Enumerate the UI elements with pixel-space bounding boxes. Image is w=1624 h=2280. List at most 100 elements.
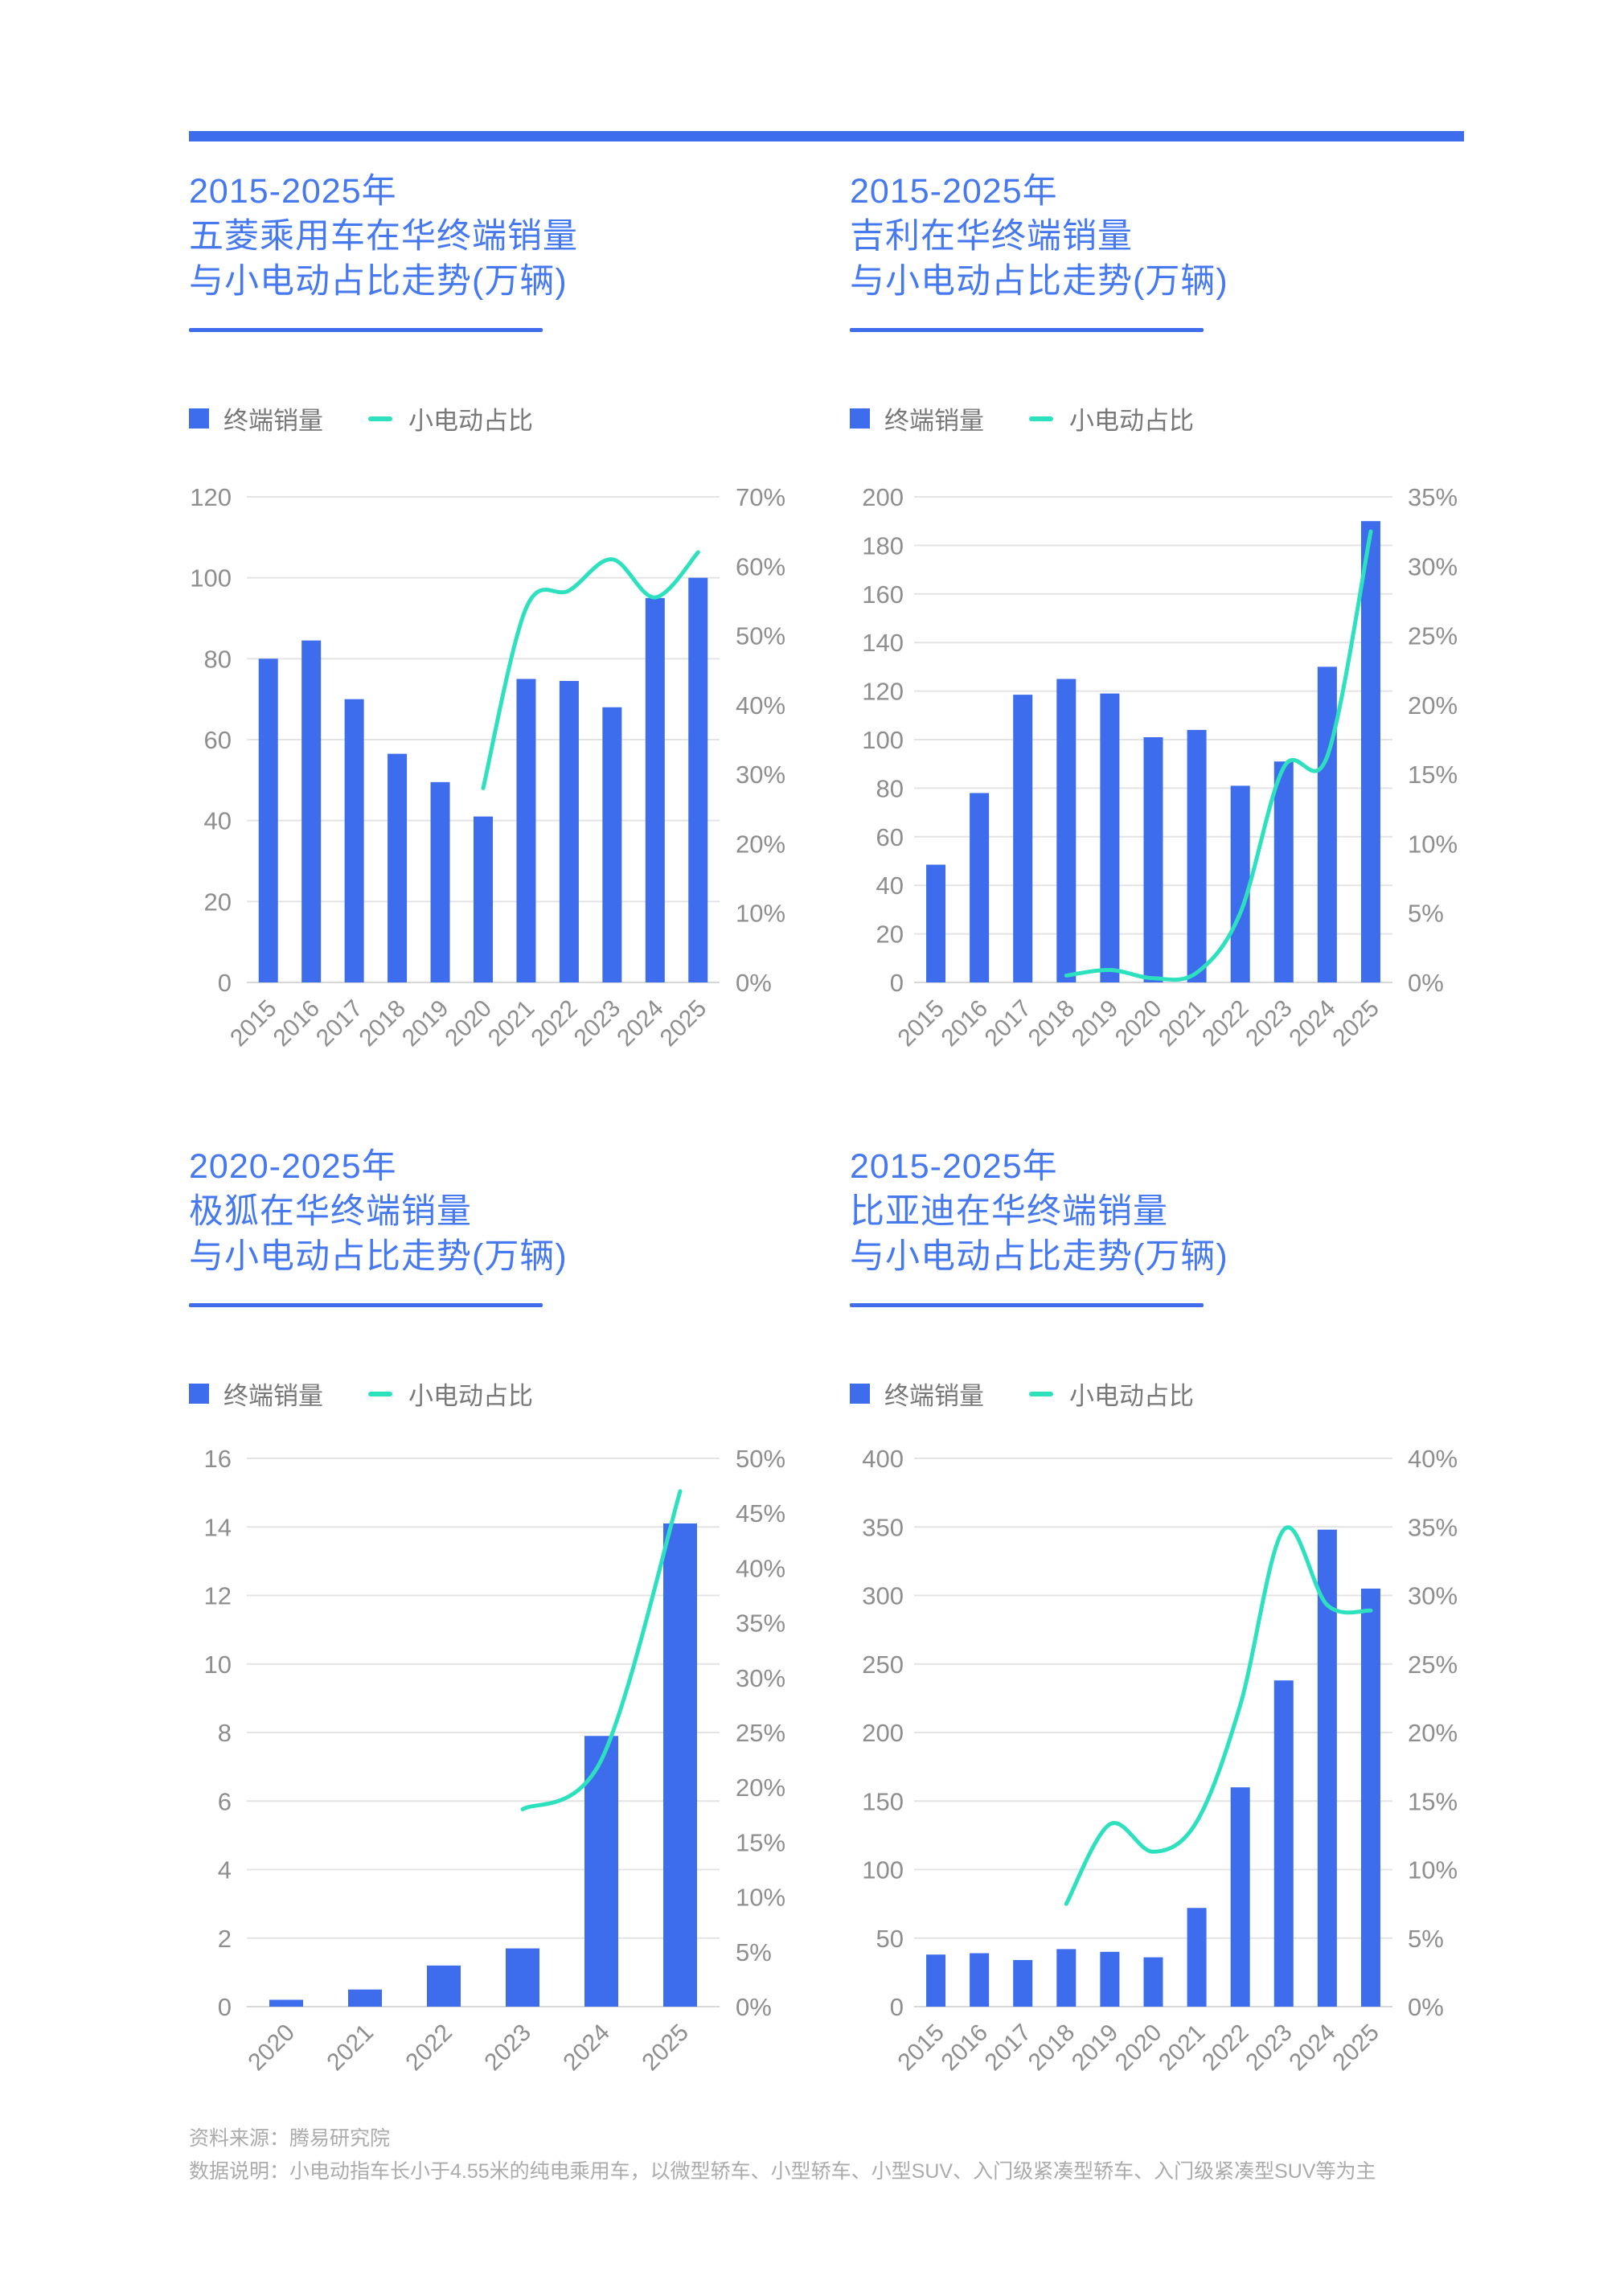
x-axis-tick-label: 2025 bbox=[637, 2020, 694, 2077]
left-axis-tick-label: 120 bbox=[190, 483, 232, 511]
x-axis-tick-label: 2015 bbox=[892, 995, 949, 1052]
right-axis-tick-label: 50% bbox=[736, 622, 785, 650]
x-axis-tick-label: 2025 bbox=[655, 995, 712, 1052]
right-axis-tick-label: 25% bbox=[1408, 622, 1458, 650]
x-axis-tick-label: 2024 bbox=[558, 2020, 615, 2077]
right-axis-tick-label: 25% bbox=[736, 1719, 785, 1747]
x-axis-tick-label: 2016 bbox=[937, 2020, 994, 2077]
right-axis-tick-label: 40% bbox=[736, 1554, 785, 1582]
right-axis-tick-label: 60% bbox=[736, 552, 785, 580]
title-line-2: 极狐在华终端销量 bbox=[189, 1192, 472, 1231]
left-axis-tick-label: 40 bbox=[204, 807, 232, 835]
title-line-1: 2020-2025年 bbox=[189, 1147, 397, 1186]
title-underline bbox=[189, 1303, 543, 1307]
geely-plot: 0 20 40 60 80 100 120 140 160 180 200 0% 5% 10% 15% 20%… bbox=[862, 483, 1458, 1052]
left-axis-tick-label: 16 bbox=[204, 1445, 232, 1473]
bar-2016 bbox=[970, 1953, 990, 2007]
line-dash-icon bbox=[1029, 416, 1053, 421]
x-axis-tick-label: 2015 bbox=[225, 995, 282, 1052]
bar-2021 bbox=[1187, 1908, 1207, 2007]
bar-2017 bbox=[1013, 695, 1033, 982]
bar-2015 bbox=[926, 864, 946, 982]
title-line-1: 2015-2025年 bbox=[189, 172, 397, 211]
left-axis-tick-label: 8 bbox=[218, 1719, 232, 1747]
left-axis-tick-label: 250 bbox=[862, 1651, 904, 1679]
left-axis-tick-label: 6 bbox=[218, 1787, 232, 1815]
chart-block-arcfox: 2020-2025年 极狐在华终端销量 与小电动占比走势(万辆) 终端销量 小电… bbox=[189, 1144, 824, 1410]
top-accent-bar bbox=[189, 131, 1464, 141]
left-axis-tick-label: 50 bbox=[876, 1925, 904, 1953]
right-axis-tick-label: 20% bbox=[1408, 691, 1458, 720]
bar-2024 bbox=[1317, 1529, 1337, 2007]
bar-2021 bbox=[348, 1989, 382, 2007]
right-axis-tick-label: 35% bbox=[1408, 1513, 1458, 1541]
x-axis-tick-label: 2017 bbox=[980, 995, 1037, 1052]
bar-2025 bbox=[1360, 1588, 1380, 2007]
bar-2018 bbox=[388, 753, 408, 982]
footer: 资料来源：腾易研究院 数据说明：小电动指车长小于4.55米的纯电乘用车，以微型轿… bbox=[189, 2122, 1376, 2188]
trend-line bbox=[1064, 529, 1373, 982]
bar-2022 bbox=[559, 681, 579, 982]
x-axis-tick-label: 2018 bbox=[1023, 995, 1081, 1052]
title-underline bbox=[850, 328, 1204, 332]
right-axis-tick-label: 5% bbox=[736, 1938, 772, 1966]
legend-bar-label: 终端销量 bbox=[884, 1382, 984, 1410]
bar-2022 bbox=[1230, 785, 1250, 982]
bar-2018 bbox=[1056, 679, 1077, 982]
legend: 终端销量 小电动占比 bbox=[850, 1376, 1194, 1412]
bar-swatch-icon bbox=[850, 1384, 870, 1404]
x-axis-tick-label: 2016 bbox=[937, 995, 994, 1052]
x-axis-tick-label: 2018 bbox=[1023, 2020, 1081, 2077]
x-axis-tick-label: 2022 bbox=[400, 2020, 457, 2077]
x-axis-tick-label: 2025 bbox=[1327, 2020, 1384, 2077]
left-axis-tick-label: 60 bbox=[876, 823, 904, 851]
title-line-2: 吉利在华终端销量 bbox=[850, 217, 1133, 256]
bar-2025 bbox=[663, 1523, 697, 2007]
x-axis-tick-label: 2020 bbox=[1110, 995, 1167, 1052]
arcfox-plot: 0 2 4 6 8 10 12 14 16 0% 5% 10% 15% 20% 25% 30% 35% 40% 45… bbox=[204, 1445, 786, 2076]
left-axis-tick-label: 80 bbox=[876, 774, 904, 802]
trend-line bbox=[1064, 1525, 1373, 1906]
left-axis-tick-label: 140 bbox=[862, 629, 904, 657]
bar-swatch-icon bbox=[189, 1384, 209, 1404]
right-axis-tick-label: 15% bbox=[736, 1828, 785, 1856]
line-dash-icon bbox=[368, 1391, 392, 1396]
right-axis-tick-label: 5% bbox=[1408, 900, 1444, 928]
bar-2022 bbox=[1230, 1787, 1250, 2007]
left-axis-tick-label: 150 bbox=[862, 1787, 904, 1815]
x-axis-tick-label: 2020 bbox=[243, 2020, 300, 2077]
x-axis-tick-label: 2019 bbox=[1067, 995, 1124, 1052]
right-axis-tick-label: 5% bbox=[1408, 1925, 1444, 1953]
bar-2017 bbox=[344, 699, 364, 982]
right-axis-tick-label: 10% bbox=[1408, 830, 1458, 858]
right-axis-tick-label: 0% bbox=[736, 1993, 772, 2021]
right-axis-tick-label: 10% bbox=[736, 1884, 785, 1912]
legend-line-label: 小电动占比 bbox=[408, 1382, 533, 1410]
left-axis-tick-label: 20 bbox=[204, 888, 232, 916]
x-axis-tick-label: 2025 bbox=[1327, 995, 1384, 1052]
right-axis-tick-label: 30% bbox=[736, 1664, 785, 1692]
legend: 终端销量 小电动占比 bbox=[189, 400, 533, 437]
left-axis-tick-label: 2 bbox=[218, 1925, 232, 1953]
left-axis-tick-label: 10 bbox=[204, 1651, 232, 1679]
bar-2019 bbox=[430, 781, 450, 982]
right-axis-tick-label: 45% bbox=[736, 1499, 785, 1528]
legend-line-label: 小电动占比 bbox=[1069, 407, 1194, 435]
title-line-1: 2015-2025年 bbox=[850, 1147, 1058, 1186]
bar-2023 bbox=[506, 1948, 539, 2007]
x-axis-tick-label: 2023 bbox=[569, 995, 626, 1052]
right-axis-tick-label: 10% bbox=[736, 900, 785, 928]
bar-2016 bbox=[301, 640, 322, 982]
x-axis-tick-label: 2023 bbox=[1241, 2020, 1298, 2077]
left-axis-tick-label: 100 bbox=[862, 1856, 904, 1884]
bar-2021 bbox=[516, 679, 536, 982]
trend-line bbox=[520, 1489, 683, 1811]
left-axis-tick-label: 180 bbox=[862, 531, 904, 560]
bar-2022 bbox=[427, 1965, 461, 2007]
legend-line-label: 小电动占比 bbox=[1069, 1382, 1194, 1410]
title-line-3: 与小电动占比走势(万辆) bbox=[850, 1237, 1228, 1276]
left-axis-tick-label: 14 bbox=[204, 1513, 232, 1541]
bar-2019 bbox=[1100, 693, 1120, 982]
right-axis-tick-label: 20% bbox=[736, 830, 785, 858]
